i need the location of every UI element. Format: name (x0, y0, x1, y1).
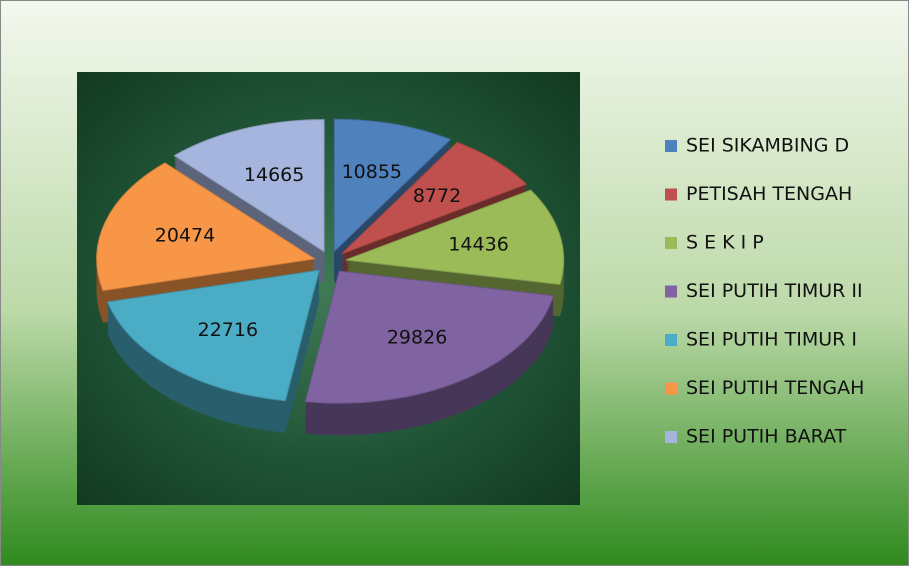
legend-swatch (665, 237, 677, 249)
legend-swatch (665, 334, 677, 346)
data-label: 8772 (413, 185, 461, 207)
legend-label: SEI PUTIH TENGAH (686, 377, 864, 399)
data-label: 29826 (387, 327, 447, 349)
data-label: 20474 (155, 224, 215, 246)
legend-swatch (665, 431, 677, 443)
legend-swatch (665, 382, 677, 395)
data-label: 10855 (342, 161, 402, 183)
legend-label: SEI PUTIH TIMUR I (686, 329, 857, 351)
legend-label: S E K I P (686, 232, 764, 254)
slice (340, 141, 528, 255)
legend-label: PETISAH TENGAH (686, 183, 852, 205)
data-label: 14436 (448, 233, 508, 255)
slice (96, 162, 317, 292)
legend-label: SEI PUTIH BARAT (686, 426, 847, 448)
data-label: 14665 (244, 164, 304, 186)
legend-swatch (665, 188, 677, 201)
data-label: 22716 (198, 319, 258, 341)
slice (173, 119, 325, 253)
legend: SEI SIKAMBING D PETISAH TENGAH S E K I P SE… (665, 135, 864, 448)
legend-label: SEI SIKAMBING D (686, 135, 849, 157)
slice (345, 189, 565, 286)
pie: 10855 8772 14436 29826 22716 20474 14665 (96, 118, 565, 436)
slice (106, 269, 320, 402)
legend-swatch (665, 285, 677, 298)
slice (304, 270, 555, 404)
legend-swatch (665, 140, 677, 152)
slice (333, 118, 452, 253)
legend-label: SEI PUTIH TIMUR II (686, 280, 863, 302)
